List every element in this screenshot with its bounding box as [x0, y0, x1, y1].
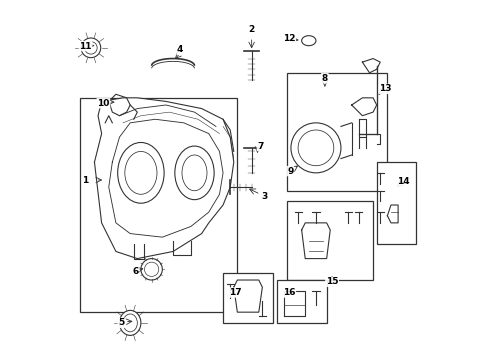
Text: 4: 4: [177, 45, 183, 54]
Text: 3: 3: [261, 192, 267, 201]
Bar: [80, 98, 237, 312]
Text: 10: 10: [97, 99, 109, 108]
Bar: [223, 273, 272, 323]
Ellipse shape: [123, 314, 137, 332]
Text: 14: 14: [396, 177, 409, 186]
Circle shape: [298, 130, 333, 166]
Ellipse shape: [118, 143, 164, 203]
Text: 12: 12: [283, 35, 295, 44]
Text: 6: 6: [132, 267, 139, 276]
Text: 15: 15: [325, 277, 338, 286]
Polygon shape: [94, 98, 233, 258]
Text: 9: 9: [286, 167, 293, 176]
Circle shape: [290, 123, 340, 173]
Text: 17: 17: [229, 288, 242, 297]
Text: 16: 16: [283, 288, 295, 297]
Bar: [287, 202, 372, 280]
Text: 5: 5: [118, 318, 124, 327]
Ellipse shape: [144, 262, 159, 276]
Text: 8: 8: [321, 74, 327, 83]
Ellipse shape: [175, 146, 214, 200]
Text: 7: 7: [257, 141, 263, 150]
Text: 11: 11: [79, 41, 92, 50]
Ellipse shape: [119, 310, 141, 336]
Ellipse shape: [141, 258, 162, 280]
Bar: [287, 73, 386, 191]
Bar: [276, 280, 326, 323]
Ellipse shape: [81, 38, 101, 58]
Text: 1: 1: [82, 176, 88, 185]
Ellipse shape: [84, 41, 97, 54]
Ellipse shape: [182, 155, 206, 191]
Text: 2: 2: [248, 26, 254, 35]
Ellipse shape: [124, 152, 157, 194]
Ellipse shape: [301, 36, 315, 46]
Text: 13: 13: [379, 84, 391, 93]
Bar: [376, 162, 415, 244]
